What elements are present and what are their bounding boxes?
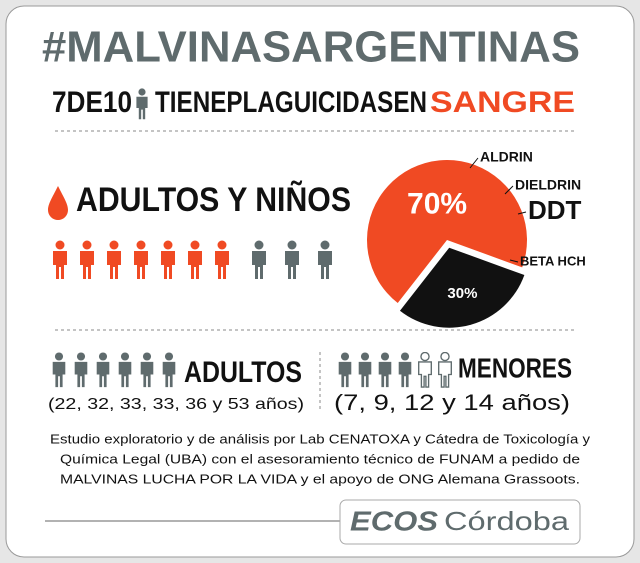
callout-line (509, 259, 519, 263)
minors-label: MENORES (458, 352, 572, 383)
callout-line (504, 185, 514, 195)
annotation: DDT (528, 195, 582, 225)
annotation: DIELDRIN (515, 177, 581, 193)
adults-label: ADULTOS (184, 356, 302, 389)
pie-slice (399, 247, 525, 328)
slice-label: 70% (407, 187, 467, 220)
callout-line (517, 211, 527, 215)
drop-icon (48, 186, 68, 220)
highlight: SANGRE (430, 86, 575, 119)
footnote-line: Química Legal (UBA) con el asesoramiento… (60, 451, 580, 466)
phrase: TIENEPLAGUICIDASEN (155, 86, 427, 119)
hashtag: #MALVINASARGENTINAS (42, 23, 580, 72)
annotation: BETA HCH (520, 253, 586, 268)
callout-line (469, 157, 479, 169)
count: 7DE10 (52, 86, 132, 119)
section-title: ADULTOS Y NIÑOS (76, 181, 351, 219)
pie-slice (367, 159, 527, 304)
card (5, 5, 635, 558)
logo-brand: ECOS (350, 505, 438, 536)
annotation: ALDRIN (480, 149, 533, 165)
logo-city: Córdoba (444, 506, 570, 536)
slice-label: 30% (447, 285, 477, 302)
logo-box (339, 499, 581, 545)
adults-ages: (22, 32, 33, 33, 36 y 53 años) (48, 396, 304, 413)
pie-chart: 70% 30% ALDRIN DIELDRIN DDT BETA HCH (367, 149, 586, 328)
footnote-line: MALVINAS LUCHA POR LA VIDA y el apoyo de… (60, 471, 580, 486)
footnote-line: Estudio exploratorio y de análisis por L… (50, 431, 591, 446)
minors-ages: (7, 9, 12 y 14 años) (334, 390, 570, 415)
